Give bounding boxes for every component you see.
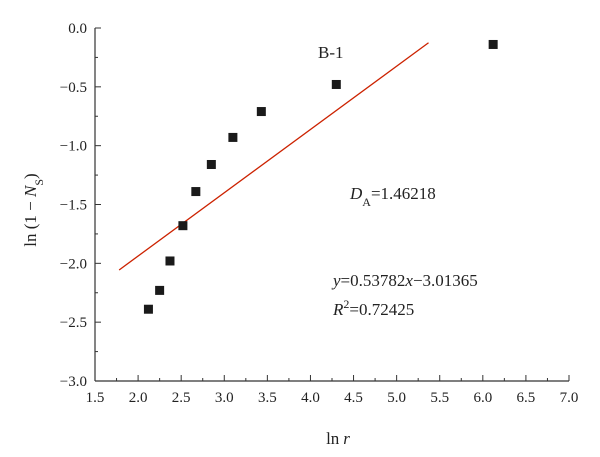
data-point bbox=[155, 285, 165, 295]
x-tick-label: 4.0 bbox=[301, 390, 320, 406]
y-tick-label: −2.0 bbox=[60, 256, 87, 272]
data-point bbox=[178, 221, 188, 231]
data-point bbox=[206, 159, 216, 169]
x-tick-label: 5.5 bbox=[430, 390, 449, 406]
data-point bbox=[256, 107, 266, 117]
ticks: 1.5 2.0 2.5 3.0 3.5 4.0 4.5 5.0 5.5 6.0 6.5 7.0 0.0 −… bbox=[60, 21, 579, 406]
x-tick-label: 6.5 bbox=[517, 390, 536, 406]
data-point bbox=[165, 256, 175, 266]
x-axis-title: ln r bbox=[326, 429, 350, 448]
x-tick-label: 2.5 bbox=[172, 390, 191, 406]
data-point bbox=[331, 79, 341, 89]
r-squared: R2=0.72425 bbox=[332, 297, 414, 319]
data-point bbox=[143, 304, 153, 314]
x-tick-label: 5.0 bbox=[387, 390, 406, 406]
x-tick-label: 4.5 bbox=[344, 390, 363, 406]
x-tick-label: 7.0 bbox=[560, 390, 579, 406]
data-point bbox=[191, 187, 201, 197]
y-axis-title: ln (1 − NS) bbox=[21, 173, 46, 246]
data-point bbox=[228, 132, 238, 142]
fit-line-group bbox=[118, 42, 429, 271]
x-tick-label: 1.5 bbox=[86, 390, 105, 406]
data-points bbox=[143, 39, 498, 314]
fit-line bbox=[118, 42, 429, 271]
y-tick-label: 0.0 bbox=[68, 21, 87, 37]
y-tick-label: −0.5 bbox=[60, 80, 87, 96]
x-tick-label: 2.0 bbox=[129, 390, 148, 406]
y-tick-label: −2.5 bbox=[60, 315, 87, 331]
sample-label: B-1 bbox=[318, 43, 344, 62]
x-tick-label: 6.0 bbox=[473, 390, 492, 406]
x-tick-label: 3.0 bbox=[215, 390, 234, 406]
fit-equation: y=0.53782x−3.01365 bbox=[331, 271, 478, 290]
y-tick-label: −1.5 bbox=[60, 198, 87, 214]
da-annotation: DA=1.46218 bbox=[349, 184, 436, 209]
y-tick-label: −3.0 bbox=[60, 374, 87, 390]
x-tick-label: 3.5 bbox=[258, 390, 277, 406]
data-point bbox=[488, 39, 498, 49]
y-tick-label: −1.0 bbox=[60, 139, 87, 155]
